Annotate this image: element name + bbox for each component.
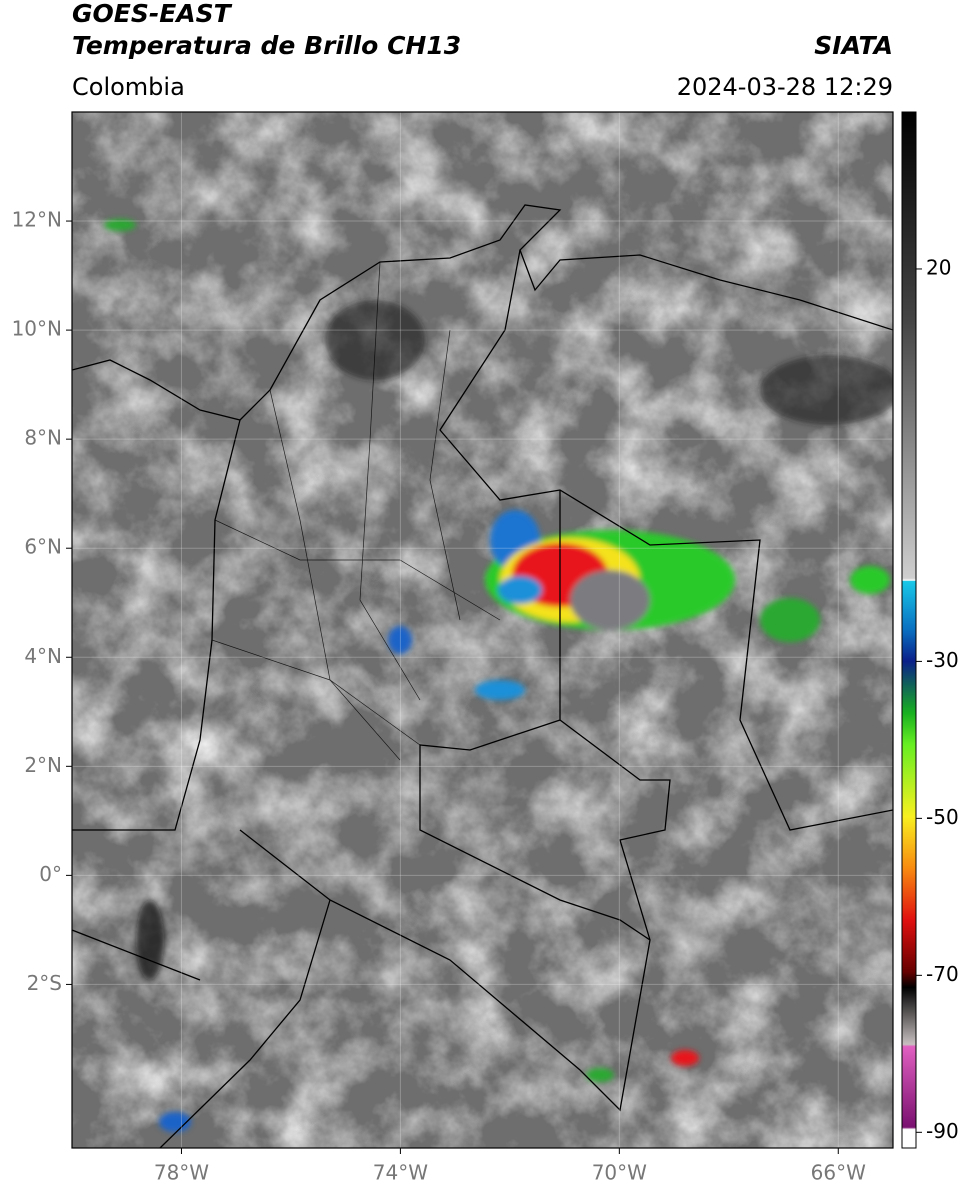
lat-tick-label: 10°N [12,317,62,341]
title: GOES-EAST [72,0,233,28]
lon-tick-label: 70°W [592,1161,647,1185]
colorbar [901,111,917,1149]
subtitle: Temperatura de Brillo CH13 [72,31,461,60]
colorbar-tick-label: -30 [926,648,959,672]
lat-tick-label: 4°N [24,644,62,668]
lon-tick-label: 78°W [154,1161,209,1185]
satellite-image [72,112,893,1148]
source: SIATA [814,31,893,60]
region: Colombia [72,73,185,101]
colorbar-tick-label: -70 [926,962,959,986]
colorbar-tick-label: -50 [926,805,959,829]
datetime: 2024-03-28 12:29 [677,73,893,101]
lat-tick-label: 6°N [24,535,62,559]
map-frame [71,111,894,1149]
graticule [72,112,893,1148]
colorbar-tick-label: -90 [926,1119,959,1143]
lat-tick-label: 12°N [12,208,62,232]
lon-tick-label: 74°W [373,1161,428,1185]
lat-tick-label: 2°N [24,753,62,777]
lat-tick-label: 8°N [24,426,62,450]
lon-tick-label: 66°W [811,1161,866,1185]
colorbar-tick-label: 20 [926,255,951,279]
lat-tick-label: 2°S [27,971,62,995]
lat-tick-label: 0° [39,862,62,886]
